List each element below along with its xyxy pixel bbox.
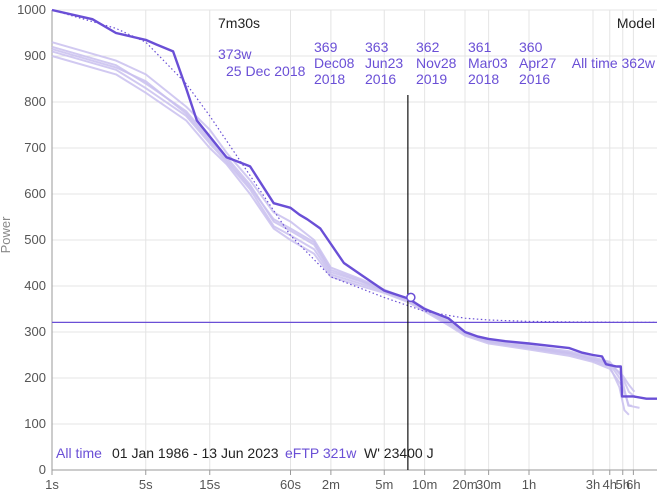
legend-date-2016-apr27: Apr27 — [519, 55, 557, 71]
footer-wprime: W' 23400 J — [364, 445, 434, 461]
legend-date-2016-jun23: Jun23 — [365, 55, 403, 71]
y-tick-label: 500 — [24, 232, 46, 247]
model-curve — [51, 9, 657, 323]
series-line-2019-nov28[interactable] — [51, 50, 630, 416]
y-tick-label: 0 — [39, 462, 46, 477]
legend-all-time-value: All time 362w — [572, 55, 656, 71]
model-header-label[interactable]: Model — [617, 15, 655, 31]
y-tick-label: 100 — [24, 416, 46, 431]
footer-info: All time 01 Jan 1986 - 13 Jun 2023 eFTP … — [56, 445, 434, 461]
y-tick-label: 200 — [24, 370, 46, 385]
legend-value-2018-dec08: 369 — [314, 39, 338, 55]
x-tick-label: 6h — [626, 477, 640, 492]
x-tick-label: 1h — [522, 477, 536, 492]
legend-value-2018-mar03: 361 — [468, 39, 492, 55]
y-tick-label: 1000 — [17, 2, 46, 17]
legend-year-2018-mar03: 2018 — [468, 71, 499, 87]
cursor-marker — [406, 292, 416, 303]
footer-eftp: eFTP 321w — [285, 445, 357, 461]
x-tick-label: 2m — [322, 477, 340, 492]
x-tick-label: 5h — [616, 477, 630, 492]
y-tick-label: 400 — [24, 278, 46, 293]
x-tick-label: 4h — [603, 477, 617, 492]
y-axis-title: Power — [0, 216, 13, 254]
x-tick-label: 15s — [199, 477, 220, 492]
x-tick-label: 10m — [412, 477, 437, 492]
series-line-2018-mar03[interactable] — [51, 55, 640, 409]
legend-year-2016-apr27: 2016 — [519, 71, 550, 87]
x-tick-label: 30m — [476, 477, 501, 492]
legend-value-2019-nov28: 362 — [416, 39, 440, 55]
y-axis: 0 100 200 300 400 500 600 700 800 900 1000 — [17, 2, 53, 477]
legend-value-2016-jun23: 363 — [365, 39, 389, 55]
overlay — [406, 95, 416, 470]
series-line-2016-apr27[interactable] — [51, 48, 636, 393]
y-tick-label: 700 — [24, 140, 46, 155]
footer-range-label[interactable]: All time — [56, 445, 102, 461]
y-tick-label: 800 — [24, 94, 46, 109]
y-tick-label: 300 — [24, 324, 46, 339]
cursor-time-label: 7m30s — [218, 15, 260, 31]
footer-range-value: 01 Jan 1986 - 13 Jun 2023 — [112, 445, 279, 461]
legend-year-2019-nov28: 2019 — [416, 71, 447, 87]
legend-value-current: 373w — [218, 46, 252, 62]
x-tick-label: 5m — [375, 477, 393, 492]
legend-date-2018-mar03: Mar03 — [468, 55, 508, 71]
x-tick-label: 60s — [280, 477, 301, 492]
legend-value-2016-apr27: 360 — [519, 39, 543, 55]
x-tick-label: 5s — [139, 477, 153, 492]
x-tick-label: 20m — [452, 477, 477, 492]
legend-date-2019-nov28: Nov28 — [416, 55, 457, 71]
y-tick-label: 900 — [24, 48, 46, 63]
legend-year-2016-jun23: 2016 — [365, 71, 396, 87]
series-line-2016-jun23[interactable] — [51, 41, 636, 398]
x-tick-label: 3h — [586, 477, 600, 492]
y-tick-label: 600 — [24, 186, 46, 201]
x-tick-label: 1s — [45, 477, 59, 492]
series-lines — [51, 8, 657, 416]
legend-date-2018-dec08: Dec08 — [314, 55, 355, 71]
legend: 373w 25 Dec 2018 369 Dec08 2018 363 Jun2… — [218, 39, 656, 87]
legend-year-2018-dec08: 2018 — [314, 71, 345, 87]
legend-date-current: 25 Dec 2018 — [226, 63, 306, 79]
series-line-all-time[interactable] — [51, 8, 657, 400]
